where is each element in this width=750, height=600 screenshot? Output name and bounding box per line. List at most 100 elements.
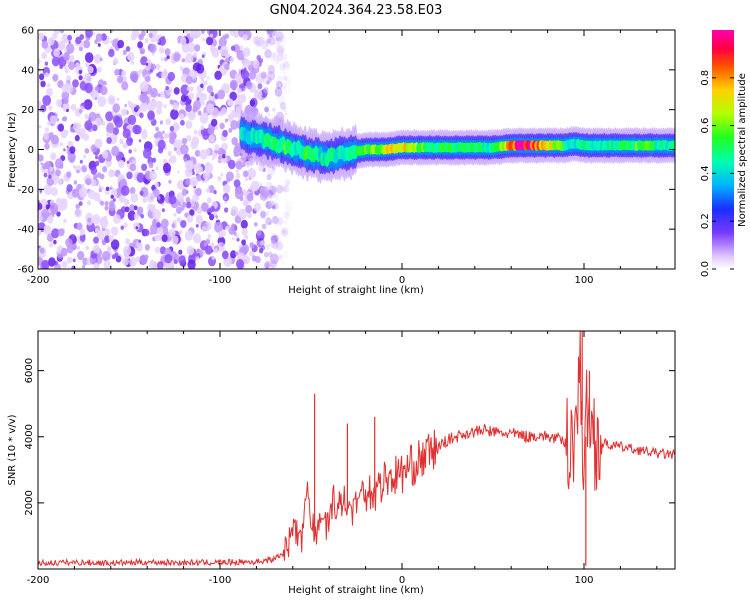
noise-blob (157, 196, 161, 200)
noise-blob (136, 206, 144, 215)
noise-blob (267, 64, 275, 75)
snr-x-tick-label: 0 (399, 575, 405, 586)
noise-blob (228, 226, 236, 235)
noise-blob (100, 186, 104, 190)
noise-blob (169, 125, 175, 132)
noise-blob (267, 112, 271, 117)
noise-blob (195, 187, 202, 197)
noise-blob (180, 119, 185, 126)
noise-blob (278, 254, 283, 261)
noise-blob (224, 118, 228, 123)
noise-blob (200, 100, 205, 106)
noise-blob (78, 75, 83, 81)
noise-blob (87, 189, 96, 200)
noise-blob (124, 103, 127, 108)
noise-blob (233, 32, 239, 39)
snr-x-tick-label: 100 (574, 575, 593, 586)
noise-blob (105, 111, 114, 122)
noise-blob (231, 137, 238, 146)
noise-blob (129, 187, 136, 195)
noise-blob (238, 93, 247, 104)
noise-blob (235, 173, 241, 179)
noise-blob (275, 31, 285, 42)
noise-blob (38, 100, 42, 109)
noise-blob (72, 189, 77, 195)
noise-blob (229, 91, 237, 101)
noise-blob (240, 219, 248, 229)
noise-blob (283, 60, 289, 68)
noise-blob (122, 49, 127, 56)
noise-blob (129, 204, 136, 212)
snr-x-axis: -200 -100 0 100 (27, 331, 658, 586)
noise-blob (139, 81, 149, 93)
noise-blob (272, 216, 280, 225)
noise-blob (85, 178, 92, 186)
noise-blob (180, 144, 189, 155)
noise-blob (180, 84, 190, 96)
noise-blob (201, 54, 205, 59)
noise-blob (178, 249, 183, 255)
noise-blob (205, 238, 211, 245)
noise-blob (144, 38, 149, 44)
noise-blob (101, 250, 111, 262)
noise-blob (268, 185, 277, 196)
spectrogram-y-tick-label: 60 (21, 26, 34, 37)
noise-blob (141, 163, 148, 171)
noise-region (38, 30, 293, 269)
noise-blob (193, 233, 202, 244)
noise-blob (60, 247, 68, 257)
noise-blob (179, 66, 184, 71)
noise-blob (80, 134, 85, 140)
noise-blob (64, 68, 69, 74)
noise-blob (260, 210, 266, 218)
noise-blob (57, 228, 65, 237)
noise-blob (140, 48, 146, 55)
noise-blob (129, 256, 137, 267)
noise-blob (128, 149, 132, 154)
noise-blob (38, 209, 42, 214)
spectrogram-y-tick-label: -40 (18, 225, 34, 236)
noise-blob (185, 103, 192, 112)
noise-blob (211, 255, 215, 260)
noise-blob (101, 121, 106, 126)
noise-blob (249, 250, 255, 257)
noise-blob (190, 139, 198, 150)
noise-blob (233, 231, 237, 236)
noise-blob (256, 230, 262, 236)
noise-blob (274, 38, 282, 47)
noise-blob (236, 237, 240, 242)
noise-blob (85, 62, 90, 68)
noise-blob (184, 160, 194, 171)
noise-blob (236, 258, 244, 269)
noise-blob (167, 150, 172, 157)
noise-blob (227, 113, 234, 123)
noise-blob (148, 262, 154, 269)
noise-blob (52, 73, 59, 82)
noise-blob (124, 206, 130, 213)
noise-blob (127, 100, 131, 105)
noise-blob (200, 83, 204, 89)
noise-blob (144, 254, 149, 260)
noise-blob (279, 63, 286, 71)
noise-blob (56, 99, 63, 108)
noise-blob (234, 188, 244, 200)
noise-blob (39, 189, 43, 193)
noise-blob (106, 137, 112, 144)
noise-blob (44, 127, 50, 133)
noise-blob (260, 240, 265, 246)
noise-blob (176, 179, 185, 190)
noise-blob (79, 159, 83, 164)
noise-blob (135, 104, 140, 111)
noise-blob (267, 71, 276, 81)
colorbar-tick-label: 0.8 (700, 70, 711, 86)
noise-blob (223, 183, 230, 192)
noise-blob (72, 165, 76, 169)
noise-blob (219, 45, 229, 57)
noise-blob (239, 45, 244, 51)
noise-blob (87, 217, 92, 223)
noise-blob (209, 213, 215, 221)
noise-blob (269, 30, 278, 36)
noise-blob (229, 79, 238, 90)
noise-blob (90, 179, 97, 187)
snr-y-tick-label: 2000 (24, 490, 35, 515)
